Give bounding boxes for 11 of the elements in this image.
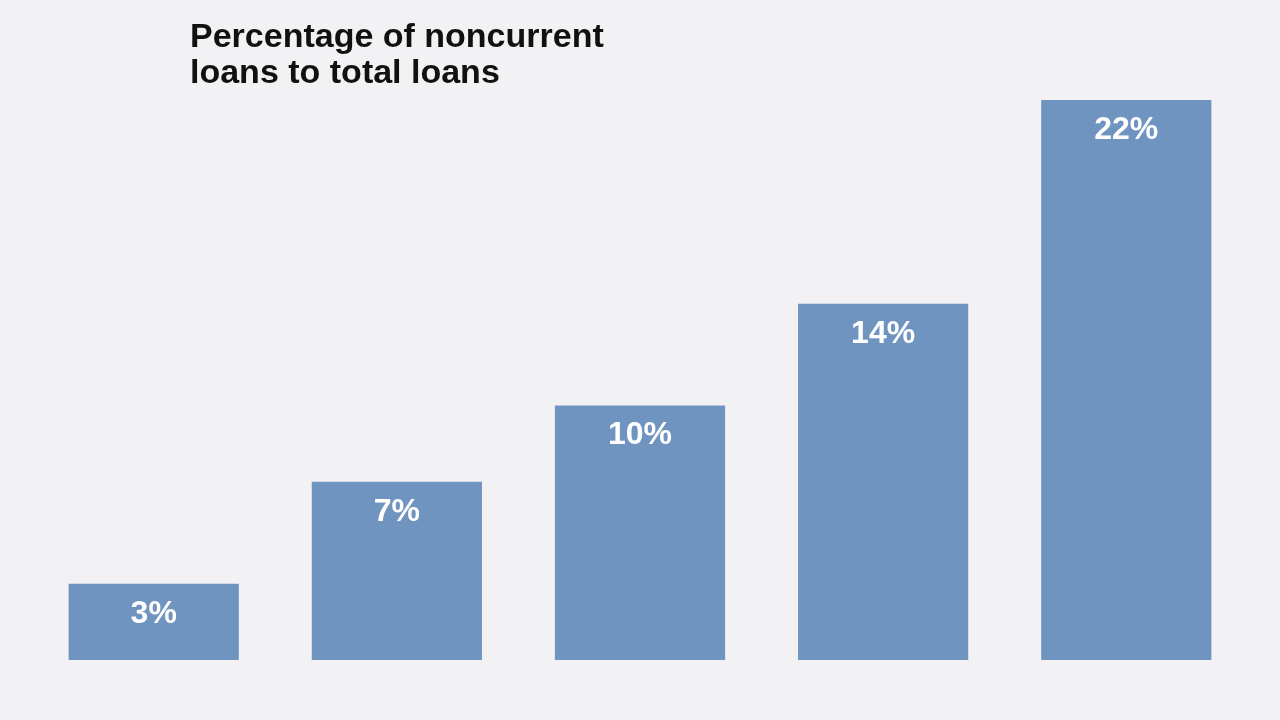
- data-label: 14%: [851, 313, 916, 350]
- bar: [798, 303, 969, 660]
- data-label: 10%: [607, 415, 673, 452]
- bar: [68, 583, 239, 660]
- data-label: 3%: [130, 593, 177, 630]
- bar: [311, 481, 482, 660]
- data-label: 22%: [1094, 110, 1159, 146]
- bar: [1041, 100, 1212, 660]
- bar: [554, 405, 726, 660]
- chart-title: Percentage of noncurrent loans to total loans: [190, 16, 604, 90]
- data-label: 7%: [373, 491, 420, 528]
